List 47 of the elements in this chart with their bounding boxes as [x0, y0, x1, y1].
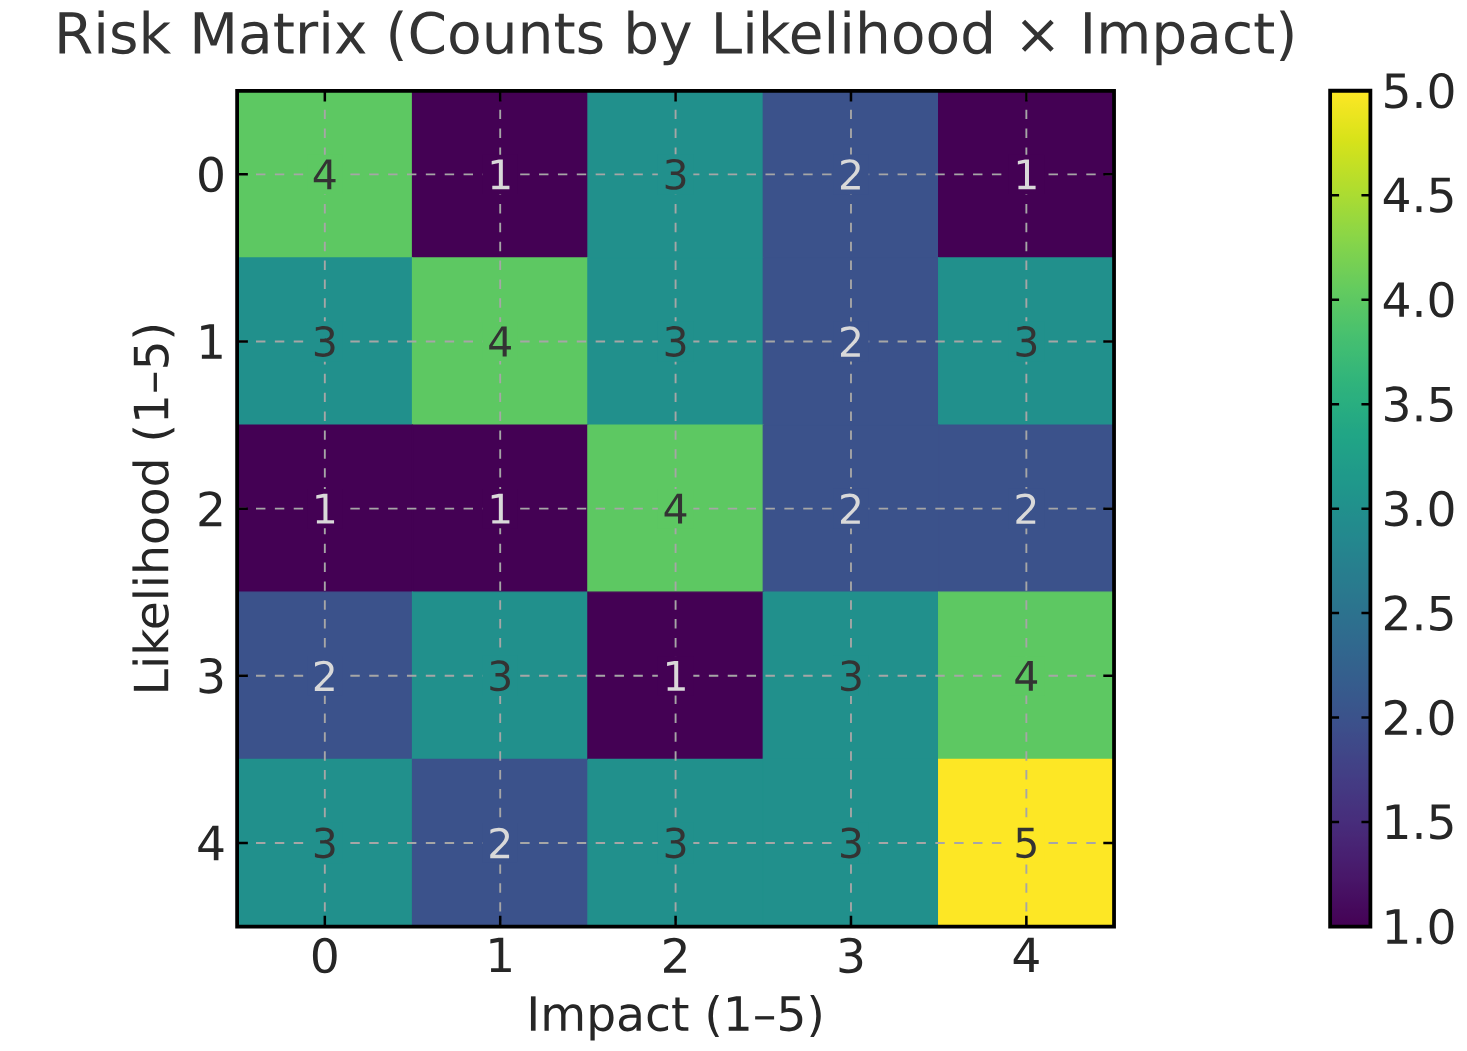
x-tick-label: 4	[1013, 937, 1039, 973]
color-bar-label: 3.0	[1385, 490, 1454, 527]
data-label: 1	[667, 660, 685, 691]
color-bar-label: 5.0	[1385, 72, 1454, 109]
y-tick-label: 1	[201, 324, 222, 359]
data-label: 3	[665, 827, 686, 859]
x-tick-label: 2	[664, 937, 686, 973]
data-label: 3	[490, 660, 510, 692]
data-label: 5	[1016, 827, 1036, 859]
data-label: 1	[316, 493, 335, 524]
data-label: 2	[1016, 493, 1036, 524]
data-label: 2	[840, 326, 860, 357]
data-label: 4	[664, 493, 687, 524]
data-label: 4	[313, 159, 336, 190]
data-label: 3	[1016, 326, 1037, 357]
data-label: 2	[840, 159, 860, 190]
data-label: 3	[665, 158, 686, 190]
data-label: 1	[1017, 159, 1036, 190]
data-label: 4	[1015, 660, 1038, 691]
data-label: 3	[841, 660, 861, 692]
y-tick-label: 2	[199, 491, 222, 527]
data-label: 3	[665, 326, 686, 357]
color-bar-label: 3.5	[1385, 386, 1453, 423]
data-label: 1	[491, 159, 510, 190]
color-bar-label: 4.5	[1383, 177, 1453, 213]
color-bar-label: 1.0	[1386, 908, 1454, 945]
data-label: 3	[314, 827, 335, 859]
data-label: 2	[490, 827, 510, 859]
y-axis-title: Likelihood (1–5)	[132, 326, 175, 691]
y-tick-label: 0	[199, 156, 223, 193]
data-label: 4	[489, 326, 511, 357]
chart-title: Risk Matrix (Counts by Likelihood × Impact)	[59, 10, 1293, 66]
color-bar-label: 1.5	[1386, 804, 1453, 840]
y-tick-label: 4	[198, 825, 224, 861]
x-tick-label: 3	[839, 937, 863, 974]
color-bar-label: 2.5	[1384, 595, 1453, 631]
data-label: 1	[491, 493, 510, 524]
x-axis-title: Impact (1–5)	[530, 994, 821, 1041]
x-tick-label: 0	[312, 937, 337, 974]
data-label: 3	[314, 326, 335, 357]
color-bar-label: 2.0	[1384, 699, 1454, 736]
color-bar-label: 4.0	[1383, 281, 1454, 318]
y-tick-label: 3	[199, 657, 223, 694]
data-label: 2	[314, 660, 334, 691]
x-tick-label: 1	[490, 937, 511, 973]
data-label: 2	[840, 493, 860, 524]
data-label: 3	[841, 827, 861, 859]
